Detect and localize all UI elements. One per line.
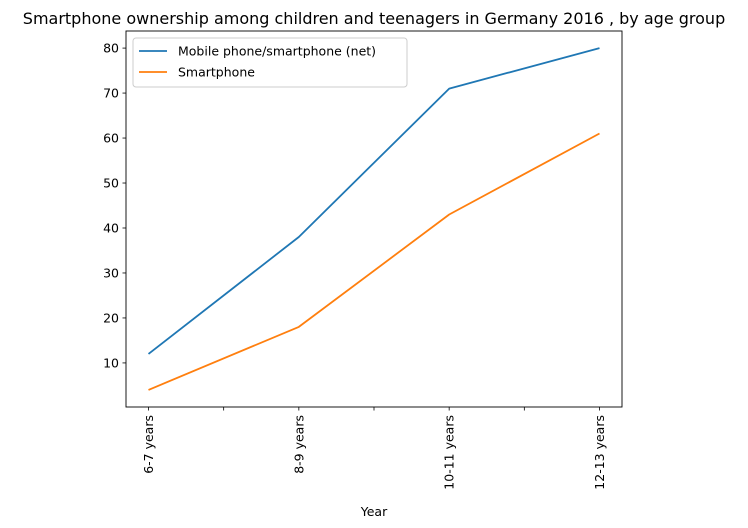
- y-tick-label: 20: [103, 310, 119, 325]
- legend: Mobile phone/smartphone (net) Smartphone: [132, 37, 408, 88]
- x-tick-label: 10-11 years: [442, 415, 457, 490]
- chart-title: Smartphone ownership among children and …: [23, 9, 725, 28]
- y-tick-label: 40: [103, 220, 119, 235]
- y-tick-label: 50: [103, 176, 119, 191]
- y-tick-label: 30: [103, 265, 119, 280]
- x-axis-label: Year: [360, 504, 388, 519]
- x-tick-label: 6-7 years: [141, 415, 156, 474]
- legend-box: [132, 37, 408, 88]
- y-tick-label: 60: [103, 131, 119, 146]
- series-line-1: [148, 132, 600, 391]
- series-layer: [147, 47, 600, 391]
- series-line-0: [147, 47, 600, 355]
- legend-label-mobile-phone: Mobile phone/smartphone (net): [178, 44, 376, 59]
- x-axis: 6-7 years 8-9 years 10-11 years 12-13 years: [141, 407, 607, 490]
- y-tick-label: 70: [103, 86, 119, 101]
- legend-label-smartphone: Smartphone: [178, 65, 255, 80]
- y-tick-label: 10: [103, 355, 119, 370]
- y-tick-label: 80: [103, 41, 119, 56]
- x-tick-label: 8-9 years: [291, 415, 306, 474]
- y-axis: 10 20 30 40 50 60 70 80: [103, 41, 126, 370]
- x-tick-label: 12-13 years: [592, 415, 607, 490]
